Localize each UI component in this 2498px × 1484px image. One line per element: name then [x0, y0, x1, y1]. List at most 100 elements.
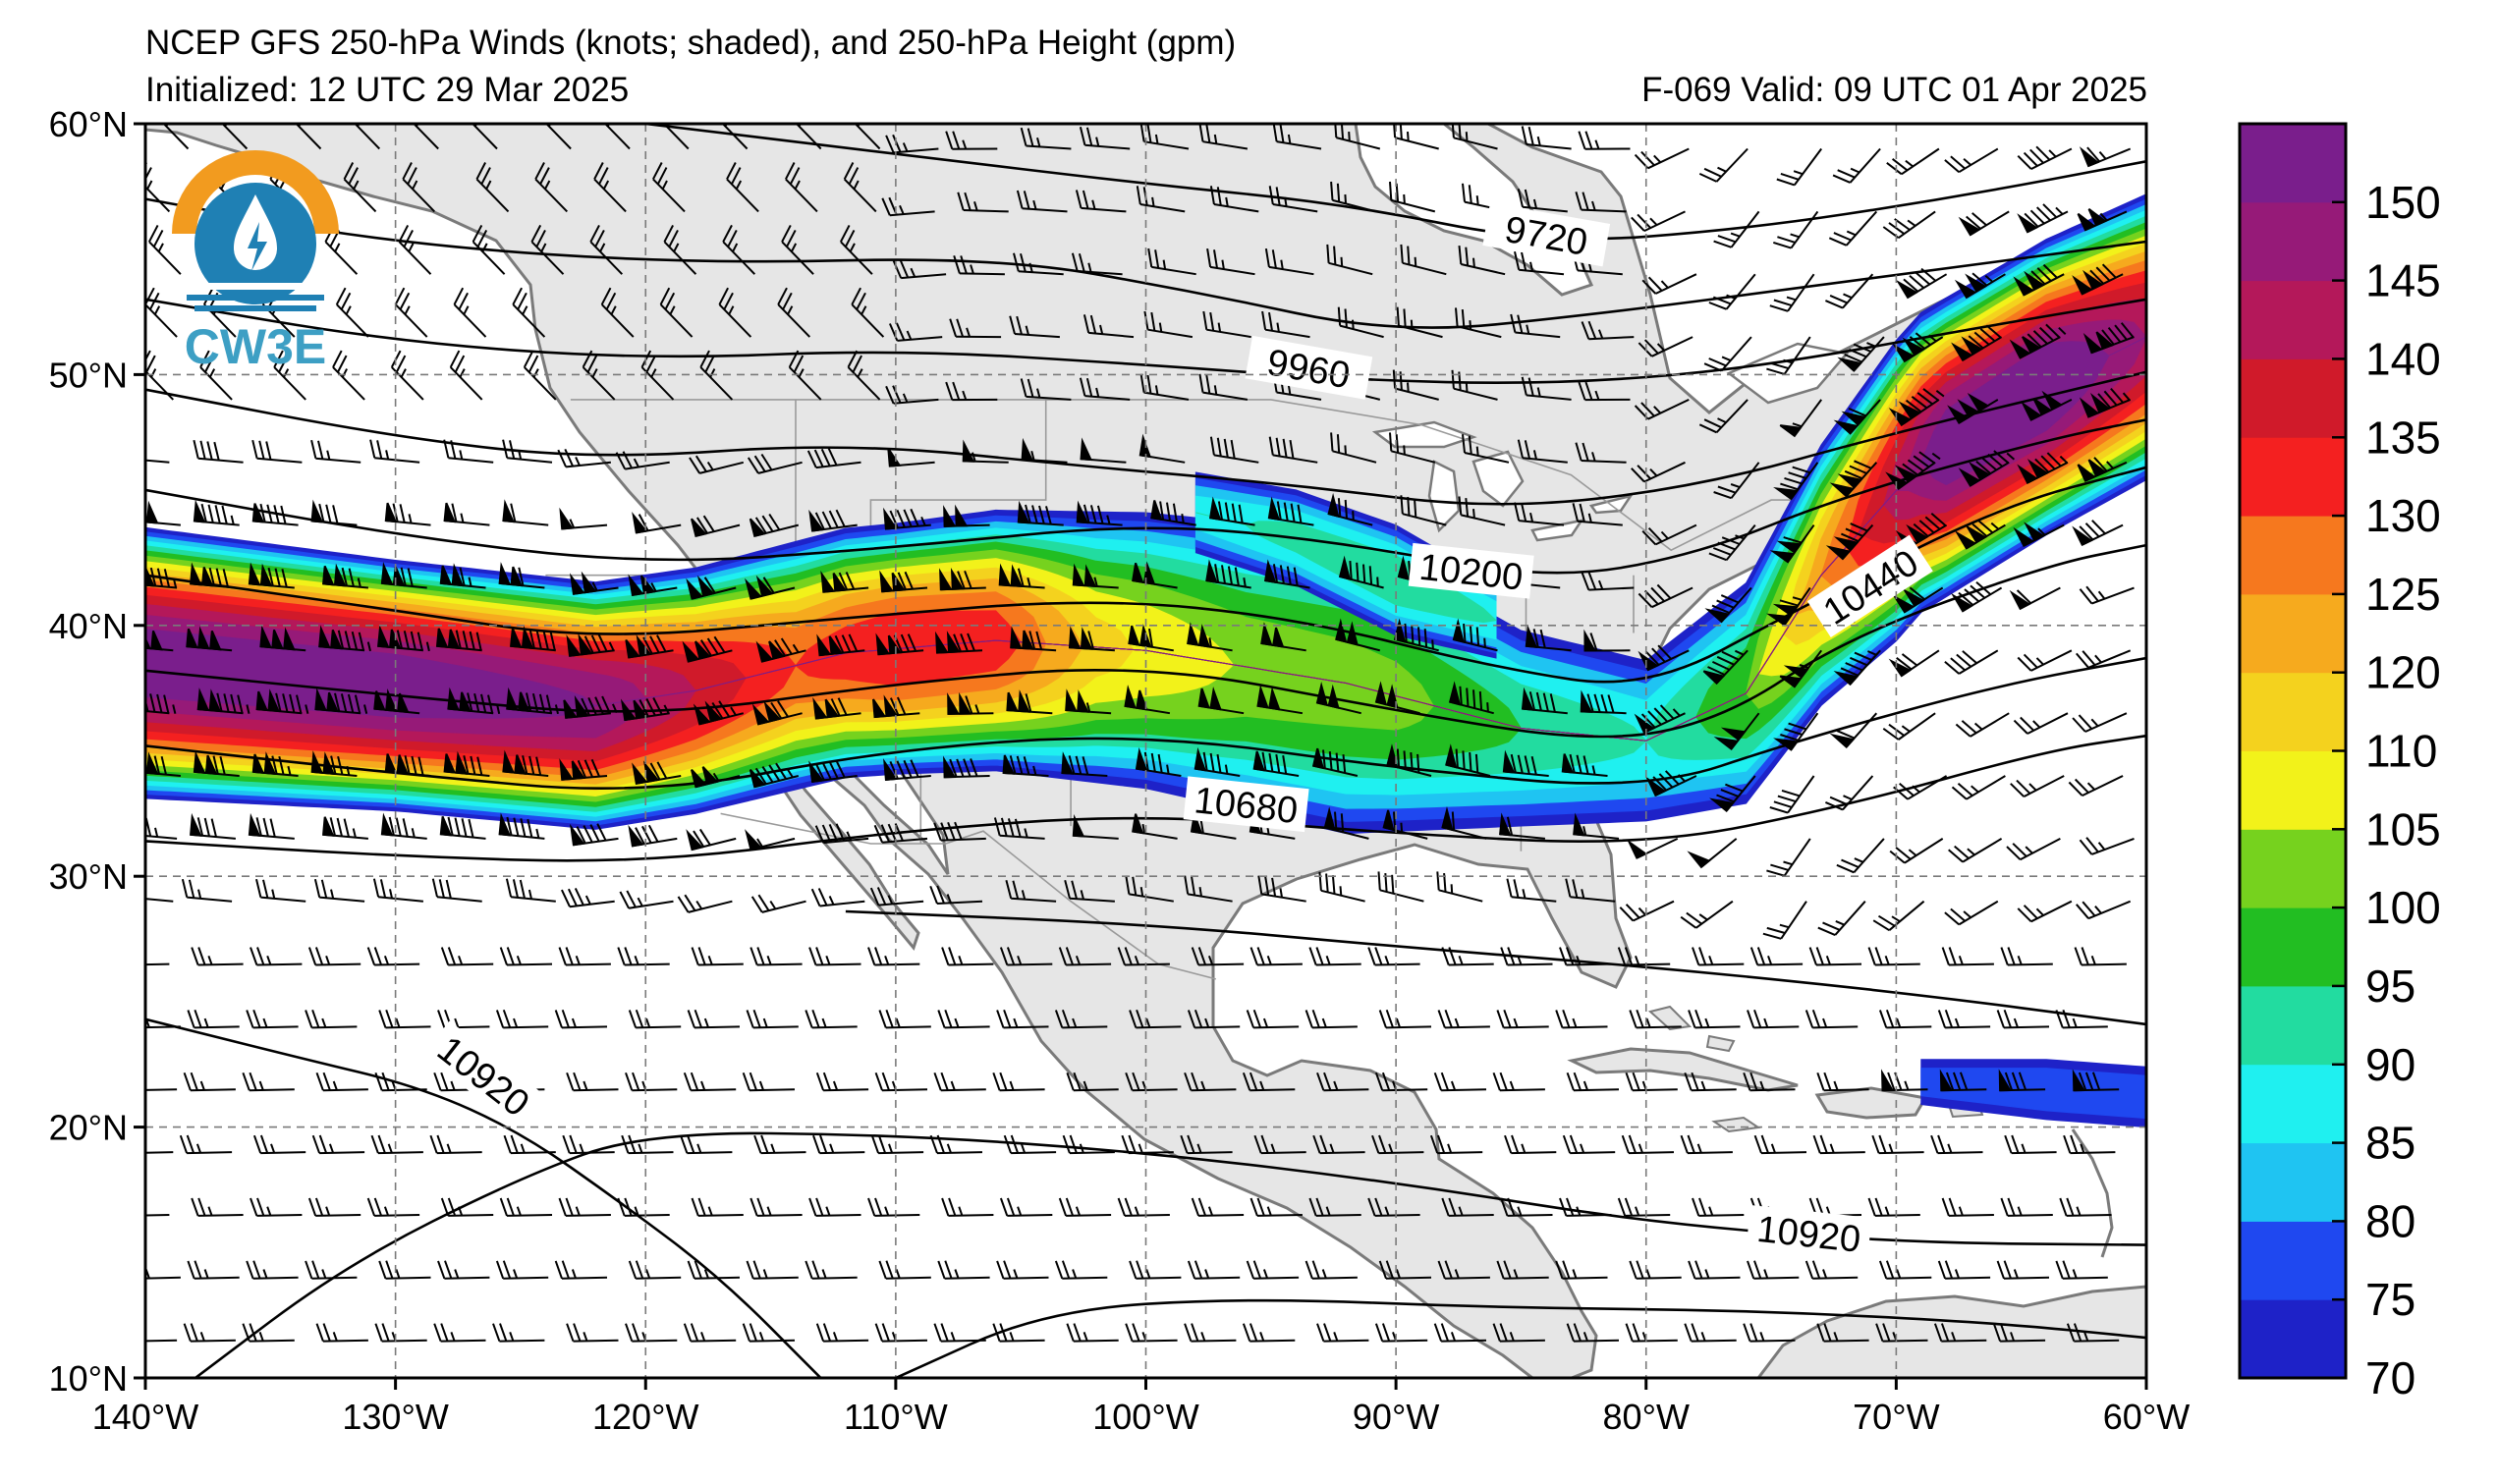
wind-barb [1951, 775, 2006, 800]
wind-barb-flag [1290, 503, 1296, 522]
wind-barb [499, 1197, 553, 1217]
wind-barb-flag [1907, 459, 1924, 472]
wind-barb-flag [341, 567, 348, 586]
wind-barb-staff [1191, 1088, 1237, 1092]
wind-barb-flag [814, 825, 825, 844]
wind-barb-flag [2068, 781, 2083, 797]
wind-barb-flag [1187, 1260, 1196, 1280]
wind-barb [1072, 563, 1119, 589]
wind-barb-flag [605, 292, 617, 310]
wind-barb-pennant [998, 563, 1012, 587]
wind-barb [2059, 1197, 2112, 1217]
wind-barb-flag [1391, 874, 1395, 894]
wind-barb-flag [407, 167, 417, 185]
wind-barb-staff [1904, 838, 1944, 864]
wind-barb-staff [1625, 962, 1671, 966]
wind-barb [949, 318, 1002, 339]
wind-barb-flag [1825, 300, 1844, 309]
wind-barb [2072, 1069, 2120, 1092]
wind-barb [1996, 1260, 2050, 1280]
wind-barb [1944, 649, 1999, 675]
wind-barb [840, 224, 873, 275]
wind-barb-staff [472, 241, 506, 275]
wind-barb-flag [957, 571, 966, 589]
wind-barb-half-flag [825, 1206, 831, 1216]
wind-barb-flag [1286, 566, 1292, 585]
wind-barb-staff [475, 178, 510, 213]
wind-barb-flag [1234, 567, 1240, 586]
wind-barb-flag [2063, 1134, 2072, 1154]
wind-barb [2013, 522, 2065, 548]
wind-barb [246, 1260, 299, 1280]
wind-barb-staff [2087, 649, 2132, 669]
wind-barb [2068, 775, 2124, 797]
wind-barb-pennant [1136, 689, 1148, 711]
wind-barb-flag [1416, 753, 1420, 773]
wind-barb-half-flag [884, 955, 890, 965]
wind-barb-flag [1973, 331, 1990, 346]
wind-barb-pennant [2041, 390, 2064, 412]
wind-barb-staff [2020, 838, 2061, 861]
wind-barb-flag [454, 355, 466, 373]
wind-barb-flag [1647, 710, 1662, 726]
wind-barb-flag [2006, 846, 2022, 860]
wind-barb-flag [1911, 396, 1928, 410]
wind-barb [251, 751, 299, 777]
wind-barb [1867, 947, 1920, 966]
wind-barb-half-flag [1447, 1143, 1453, 1154]
wind-barb-half-flag [1139, 887, 1144, 897]
wind-barb-flag [697, 1197, 706, 1217]
wind-barb-flag [1753, 1260, 1762, 1279]
wind-barb-flag [213, 441, 220, 461]
wind-barb [2013, 263, 2065, 297]
wind-barb-pennant [633, 699, 648, 720]
wind-barb [1617, 947, 1671, 966]
wind-barb-staff [194, 1276, 240, 1280]
wind-barb [559, 758, 608, 781]
wind-barb-flag [1769, 304, 1789, 312]
wind-barb-half-flag [408, 514, 413, 523]
wind-barb-half-flag [1888, 1143, 1894, 1154]
wind-barb-flag [1804, 1010, 1814, 1028]
wind-barb-flag [431, 878, 438, 898]
wind-barb [1878, 1260, 1932, 1280]
wind-barb-flag [499, 1197, 508, 1217]
wind-barb-flag [1437, 1010, 1446, 1028]
wind-barb-half-flag [849, 243, 856, 252]
wind-barb-flag [476, 229, 488, 247]
wind-barb [663, 224, 697, 275]
wind-barb-pennant [1080, 627, 1093, 650]
wind-barb-flag [156, 693, 163, 713]
wind-barb-flag [1227, 566, 1233, 585]
wind-barb-flag [1180, 1134, 1189, 1154]
wind-barb-half-flag [326, 450, 331, 461]
wind-barb-flag [1325, 873, 1329, 893]
wind-barb-flag [1569, 1134, 1579, 1154]
wind-barb-half-flag [1763, 1017, 1769, 1028]
wind-barb-flag [768, 513, 781, 531]
wind-barb [628, 574, 678, 597]
wind-barb-staff [1698, 1214, 1745, 1217]
wind-barb [449, 350, 483, 401]
wind-barb-flag [956, 758, 965, 778]
wind-barb-flag [252, 1260, 261, 1279]
wind-barb-flag [1271, 877, 1277, 897]
wind-barb-flag [207, 504, 214, 523]
wind-barb [558, 947, 611, 966]
wind-barb-half-flag [1134, 955, 1139, 965]
wind-barb [1581, 572, 1635, 591]
wind-barb-staff [874, 962, 920, 966]
wind-barb-flag [1517, 314, 1524, 334]
wind-barb-pennant [1386, 684, 1399, 709]
wind-barb-flag [2091, 1072, 2101, 1091]
wind-barb [1937, 1009, 1991, 1029]
wind-barb-half-flag [1400, 822, 1404, 833]
wind-barb-flag [834, 634, 845, 654]
wind-barb [620, 697, 670, 722]
wind-barb-half-flag [974, 704, 980, 714]
wind-barb-flag [191, 1197, 199, 1217]
wind-barb-half-flag [1384, 1206, 1390, 1216]
wind-barb-flag [1503, 1260, 1512, 1279]
wind-barb-flag [470, 755, 476, 775]
wind-barb-flag [1191, 947, 1200, 965]
